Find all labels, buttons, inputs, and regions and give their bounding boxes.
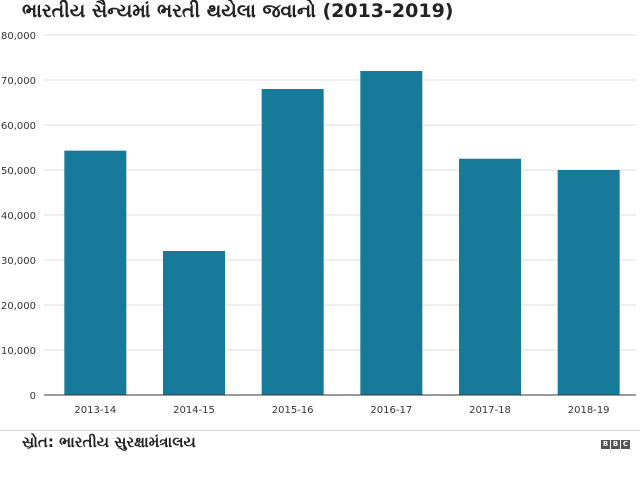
y-tick-label: 50,000: [1, 166, 36, 177]
y-tick-label: 0: [30, 391, 36, 402]
source-note: સ્રોત: ભારતીય સુરક્ષામંત્રાલય: [22, 433, 196, 451]
bar-2013-14: [64, 150, 127, 395]
y-tick-label: 20,000: [1, 301, 36, 312]
y-tick-label: 70,000: [1, 76, 36, 87]
bar-2018-19: [557, 170, 620, 395]
bbc-logo-block: B: [601, 440, 610, 449]
bar-2017-18: [459, 158, 521, 395]
y-tick-label: 40,000: [1, 211, 36, 222]
x-tick-label: 2016-17: [370, 405, 412, 416]
y-tick-label: 30,000: [1, 256, 36, 267]
bars: [64, 71, 620, 395]
x-axis-tick-labels: 2013-14 2014-15 2015-16 2016-17 2017-18 2018-…: [74, 405, 609, 416]
x-tick-label: 2017-18: [469, 405, 511, 416]
x-tick-label: 2014-15: [173, 405, 215, 416]
chart-title: ભારતીય સૈન્યમાં ભરતી થયેલા જવાનો (2013-2…: [22, 0, 454, 22]
y-tick-label: 60,000: [1, 121, 36, 132]
bbc-logo-block: C: [621, 440, 630, 449]
bar-2016-17: [360, 71, 423, 395]
x-tick-label: 2018-19: [568, 405, 610, 416]
grid-lines: [44, 34, 636, 351]
bbc-logo-block: B: [611, 440, 620, 449]
bar-2015-16: [261, 89, 324, 395]
y-axis-tick-labels: 0 10,000 20,000 30,000 40,000 50,000 60,000 70,…: [1, 31, 36, 402]
bar-2014-15: [163, 251, 225, 395]
y-tick-label: 80,000: [1, 31, 36, 42]
footer-divider: [0, 430, 640, 431]
y-tick-label: 10,000: [1, 346, 36, 357]
x-tick-label: 2013-14: [74, 405, 116, 416]
x-tick-label: 2015-16: [272, 405, 314, 416]
bar-chart: 0 10,000 20,000 30,000 40,000 50,000 60,000 70,…: [1, 31, 636, 416]
